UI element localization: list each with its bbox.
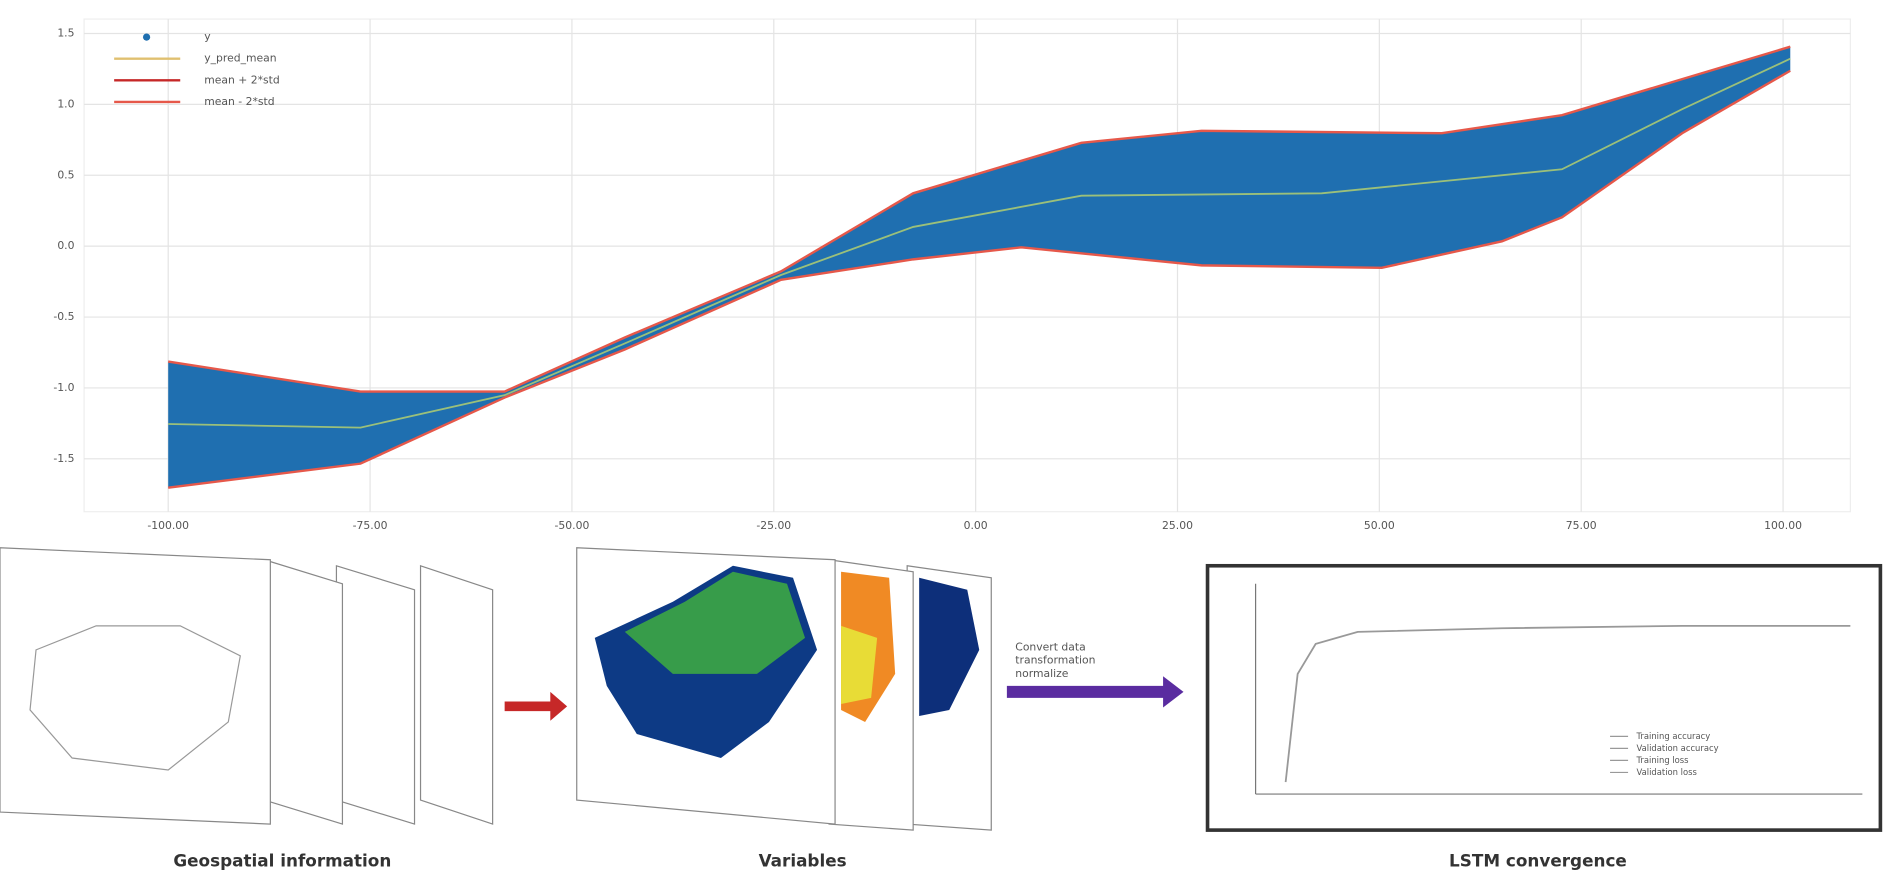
y-tick-label: 1.5 bbox=[57, 26, 74, 39]
convergence-curve bbox=[1284, 624, 1851, 783]
x-tick-label: 0.00 bbox=[964, 519, 988, 532]
legend-label: Training accuracy bbox=[1635, 731, 1710, 741]
prediction-band bbox=[168, 46, 1791, 488]
sheet bbox=[0, 547, 271, 825]
y-tick-label: 1.0 bbox=[57, 97, 74, 110]
arrow-text: transformation bbox=[1015, 654, 1095, 667]
caption: LSTM convergence bbox=[1449, 850, 1627, 870]
mean-line bbox=[168, 57, 1791, 429]
y-tick-label: -0.5 bbox=[53, 310, 74, 323]
x-tick-label: -75.00 bbox=[353, 519, 388, 532]
legend-label: mean + 2*std bbox=[204, 73, 280, 86]
arrow bbox=[1006, 676, 1184, 708]
variables-panel: Variables bbox=[576, 547, 992, 870]
legend-label: Validation loss bbox=[1636, 767, 1696, 777]
caption: Geospatial information bbox=[173, 850, 391, 870]
grid bbox=[84, 19, 1851, 512]
legend-label: y bbox=[204, 30, 211, 43]
x-axis: -100.00 -75.00 -50.00 -25.00 0.00 25.00 50.00 7… bbox=[147, 519, 1802, 532]
lstm-panel: Training accuracy Validation accuracy Trai… bbox=[1205, 563, 1883, 870]
legend-label: y_pred_mean bbox=[204, 52, 276, 65]
plot-frame bbox=[1205, 563, 1883, 832]
x-tick-label: -25.00 bbox=[756, 519, 791, 532]
upper-bound-line bbox=[168, 45, 1791, 393]
arrow-group: Convert data transformation normalize bbox=[1006, 640, 1184, 708]
sheet bbox=[263, 558, 344, 825]
legend-label: Validation accuracy bbox=[1636, 743, 1718, 753]
map bbox=[919, 577, 980, 716]
legend: Training accuracy Validation accuracy Trai… bbox=[1610, 731, 1719, 777]
caption: Variables bbox=[759, 850, 847, 870]
map-layer bbox=[841, 625, 878, 704]
legend-label: mean - 2*std bbox=[204, 95, 274, 108]
y-tick-label: -1.0 bbox=[53, 381, 74, 394]
arrow-text: Convert data bbox=[1015, 640, 1085, 653]
geospatial-panel: Geospatial information bbox=[0, 547, 494, 870]
x-tick-label: 75.00 bbox=[1566, 519, 1597, 532]
map-layer bbox=[624, 571, 806, 674]
x-tick-label: 50.00 bbox=[1364, 519, 1395, 532]
lower-bound-line bbox=[168, 69, 1791, 489]
x-tick-label: 25.00 bbox=[1162, 519, 1193, 532]
y-tick-label: -1.5 bbox=[53, 452, 74, 465]
y-tick-label: 0.0 bbox=[57, 239, 74, 252]
x-tick-label: 100.00 bbox=[1764, 519, 1802, 532]
sheet bbox=[335, 564, 416, 825]
x-tick-label: -50.00 bbox=[555, 519, 590, 532]
legend-label: Training loss bbox=[1635, 755, 1688, 765]
x-tick-label: -100.00 bbox=[147, 519, 189, 532]
arrow bbox=[504, 691, 568, 721]
sheet bbox=[419, 564, 494, 825]
region-outline bbox=[29, 625, 241, 771]
y-axis: 1.5 1.0 0.5 0.0 -0.5 -1.0 -1.5 bbox=[53, 26, 74, 464]
legend-swatch bbox=[142, 33, 151, 41]
arrow-text: normalize bbox=[1015, 667, 1068, 680]
y-tick-label: 0.5 bbox=[57, 168, 74, 181]
